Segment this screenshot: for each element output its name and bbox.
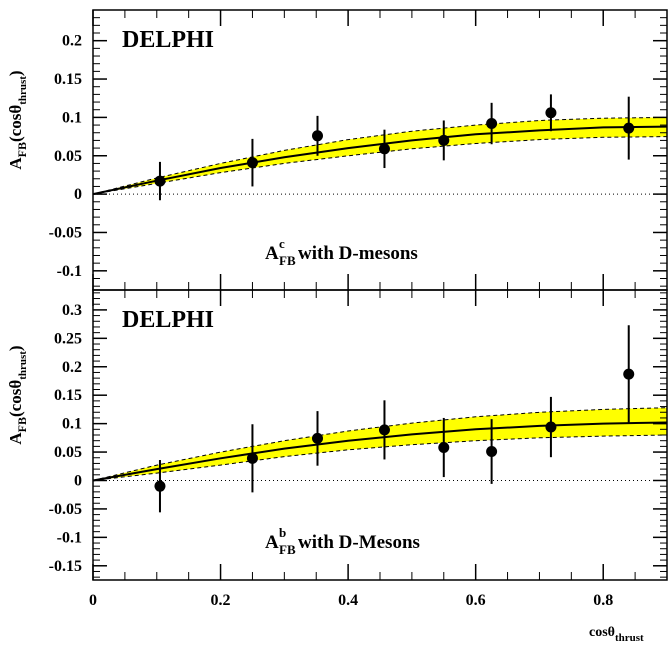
y-tick-label: 0.1 — [62, 416, 82, 433]
y-tick-label: 0.2 — [62, 359, 82, 376]
annotation-sup: c — [279, 236, 285, 251]
y-tick-label: 0.05 — [54, 444, 82, 461]
data-point — [623, 122, 635, 134]
data-point — [623, 368, 635, 380]
experiment-label: DELPHI — [122, 307, 214, 333]
y-title-paren: (cosθ — [6, 380, 25, 417]
y-title-main: A — [6, 432, 25, 445]
experiment-label: DELPHI — [122, 27, 214, 53]
data-point — [486, 118, 498, 130]
y-tick-label: -0.1 — [57, 529, 82, 546]
data-point — [545, 107, 557, 119]
y-tick-label: 0.1 — [62, 109, 82, 126]
band-upper-edge — [92, 407, 668, 481]
y-tick-label: 0.15 — [54, 387, 82, 404]
y-title-paren-sub: thrust — [17, 351, 29, 380]
panel-top: 0.20.150.10.050-0.05-0.1DELPHIAFB(cosθth… — [6, 9, 668, 291]
y-tick-label: -0.1 — [57, 263, 82, 280]
y-tick-label: 0.25 — [54, 330, 82, 347]
y-tick-label: -0.05 — [49, 501, 82, 518]
annotation-main: A — [265, 243, 279, 264]
y-tick-label: -0.05 — [49, 224, 82, 241]
y-title-sub: FB — [15, 417, 29, 432]
panel-annotation: A — [265, 532, 279, 553]
annotation-main: A — [265, 532, 279, 553]
y-title-close: ) — [6, 345, 25, 351]
data-point — [378, 143, 390, 155]
data-point — [154, 480, 166, 492]
fit-curve — [92, 421, 668, 482]
annotation-sup: b — [279, 525, 286, 540]
data-point — [246, 157, 258, 169]
fit-curve — [92, 125, 668, 196]
x-tick-label: 0 — [89, 592, 97, 609]
y-title-paren: (cosθ — [6, 105, 25, 142]
y-axis-title: AFB(cosθthrust) — [6, 345, 29, 444]
x-tick-label: 0.2 — [211, 592, 231, 609]
annotation-sub: FB — [279, 253, 296, 268]
x-title-main: cosθ — [589, 625, 615, 640]
y-tick-label: 0 — [74, 472, 82, 489]
data-point — [545, 421, 557, 433]
data-point — [378, 424, 390, 436]
uncertainty-band — [93, 407, 667, 481]
y-axis-title: AFB(cosθthrust) — [6, 70, 29, 169]
x-axis-title: cosθthrust — [589, 625, 644, 644]
y-title-paren-sub: thrust — [17, 76, 29, 105]
annotation-rest: with D-Mesons — [298, 532, 420, 553]
x-tick-label: 0.8 — [593, 592, 613, 609]
y-title-main: A — [6, 157, 25, 170]
x-title-sub: thrust — [615, 632, 644, 644]
y-title-sub: FB — [15, 142, 29, 157]
y-title-close: ) — [6, 70, 25, 76]
band-upper-edge — [92, 116, 668, 195]
band-lower-edge — [92, 434, 668, 481]
panel-annotation: A — [265, 243, 279, 264]
y-tick-label: 0.15 — [54, 71, 82, 88]
data-point — [486, 445, 498, 457]
annotation-rest: with D-mesons — [298, 243, 418, 264]
x-tick-label: 0.6 — [466, 592, 486, 609]
data-point — [246, 452, 258, 464]
y-tick-label: 0.05 — [54, 148, 82, 165]
y-tick-label: 0 — [74, 186, 82, 203]
data-point — [311, 130, 323, 142]
y-tick-label: 0.2 — [62, 33, 82, 50]
panel-bottom: 0.3 0.25 0.2 0.15 0.1 0.05 0 -0.05 -0.1 -0.15 0 0.2… — [6, 289, 668, 644]
y-tick-label: -0.15 — [49, 558, 82, 575]
data-point — [154, 175, 166, 187]
uncertainty-band — [93, 117, 667, 195]
data-point — [311, 432, 323, 444]
data-point — [438, 442, 450, 454]
band-lower-edge — [92, 136, 668, 195]
annotation-sub: FB — [279, 542, 296, 557]
x-tick-label: 0.4 — [338, 592, 358, 609]
y-tick-label: 0.3 — [62, 302, 82, 319]
data-point — [438, 134, 450, 146]
